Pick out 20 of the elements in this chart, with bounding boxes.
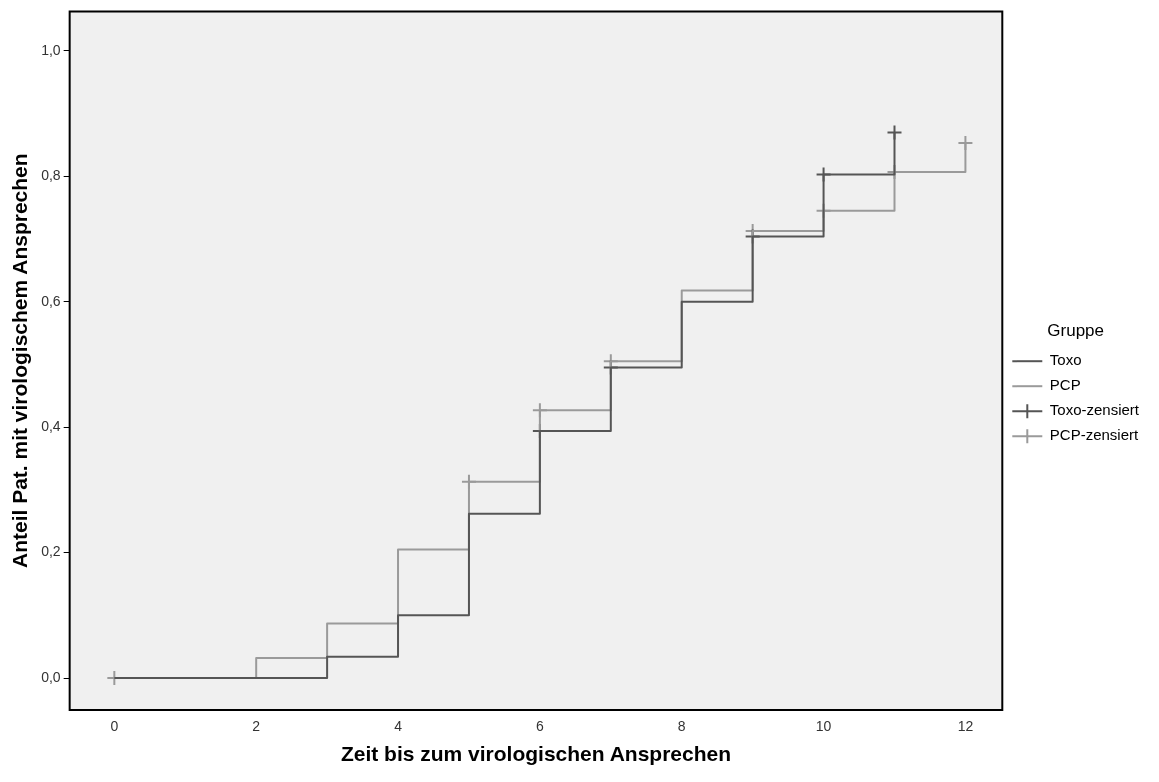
- legend-label: PCP-zensiert: [1049, 426, 1139, 444]
- y-tick-label: 0,0: [41, 668, 61, 685]
- legend-label: Toxo: [1049, 351, 1082, 369]
- x-tick-label: 2: [252, 718, 261, 735]
- x-tick-label: 0: [110, 718, 119, 735]
- x-tick-label: 6: [535, 718, 544, 735]
- y-tick-label: 0,6: [41, 292, 61, 309]
- legend-title: Gruppe: [1047, 321, 1104, 341]
- x-tick-label: 10: [815, 718, 832, 735]
- y-axis-title: Anteil Pat. mit virologischem Ansprechen: [8, 153, 32, 569]
- legend-label: PCP: [1049, 376, 1081, 394]
- y-tick-label: 0,8: [41, 167, 61, 184]
- y-tick-label: 0,4: [41, 418, 61, 435]
- x-tick-label: 8: [677, 718, 686, 735]
- y-tick-label: 0,2: [41, 543, 61, 560]
- x-tick-label: 4: [394, 718, 403, 735]
- y-tick-label: 1,0: [41, 41, 61, 58]
- x-tick-label: 12: [957, 718, 974, 735]
- x-axis-title: Zeit bis zum virologischen Ansprechen: [340, 742, 732, 766]
- legend-label: Toxo-zensiert: [1049, 401, 1140, 419]
